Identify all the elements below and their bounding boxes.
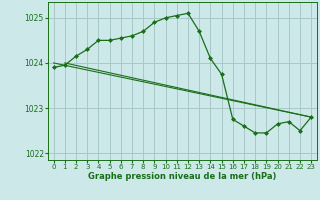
X-axis label: Graphe pression niveau de la mer (hPa): Graphe pression niveau de la mer (hPa) [88, 172, 276, 181]
